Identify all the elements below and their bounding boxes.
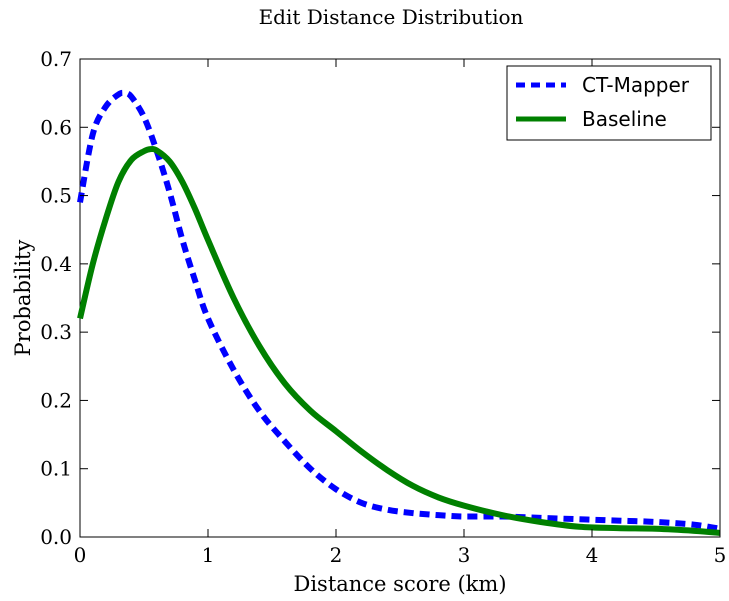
y-tick-label: 0.1 [40, 457, 72, 481]
series-line-ct-mapper [77, 89, 721, 532]
y-tick-label: 0.2 [40, 388, 72, 412]
y-axis-label: Probability [11, 240, 35, 357]
y-tick-label: 0.5 [40, 184, 72, 208]
x-tick-label: 3 [458, 543, 471, 567]
legend-label-ct-mapper: CT-Mapper [582, 73, 690, 97]
legend: CT-Mapper Baseline [506, 65, 712, 141]
x-tick-label: 5 [714, 543, 727, 567]
y-tick-label: 0.4 [40, 252, 72, 276]
y-tick-label: 0.0 [40, 525, 72, 549]
y-tick-label: 0.3 [40, 320, 72, 344]
series-line-baseline [77, 145, 721, 536]
y-tick-label: 0.7 [40, 47, 72, 71]
series-layer [77, 89, 721, 536]
x-tick-label: 1 [202, 543, 215, 567]
legend-box [506, 65, 712, 141]
x-tick-label: 4 [586, 543, 599, 567]
chart-title: Edit Distance Distribution [259, 5, 524, 29]
x-tick-label: 0 [74, 543, 87, 567]
x-tick-label: 2 [330, 543, 343, 567]
x-axis-label: Distance score (km) [293, 572, 506, 596]
y-tick-label: 0.6 [40, 115, 72, 139]
legend-label-baseline: Baseline [582, 107, 667, 131]
